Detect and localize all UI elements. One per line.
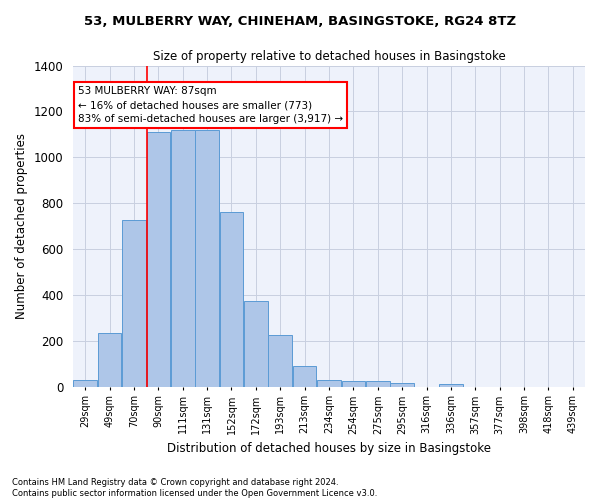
Bar (391, 383, 414, 386)
Bar (98, 332, 121, 386)
Bar (171, 130, 194, 386)
Bar (244, 300, 268, 386)
Text: 53 MULBERRY WAY: 87sqm
← 16% of detached houses are smaller (773)
83% of semi-de: 53 MULBERRY WAY: 87sqm ← 16% of detached… (78, 86, 343, 124)
Bar (439, 384, 463, 386)
Bar (195, 130, 219, 386)
Bar (73, 380, 97, 386)
X-axis label: Distribution of detached houses by size in Basingstoke: Distribution of detached houses by size … (167, 442, 491, 455)
Bar (220, 212, 244, 386)
Bar (268, 335, 292, 386)
Y-axis label: Number of detached properties: Number of detached properties (15, 133, 28, 319)
Bar (122, 220, 146, 386)
Bar (341, 381, 365, 386)
Text: 53, MULBERRY WAY, CHINEHAM, BASINGSTOKE, RG24 8TZ: 53, MULBERRY WAY, CHINEHAM, BASINGSTOKE,… (84, 15, 516, 28)
Bar (317, 380, 341, 386)
Bar (146, 132, 170, 386)
Text: Contains HM Land Registry data © Crown copyright and database right 2024.
Contai: Contains HM Land Registry data © Crown c… (12, 478, 377, 498)
Bar (366, 381, 389, 386)
Title: Size of property relative to detached houses in Basingstoke: Size of property relative to detached ho… (152, 50, 505, 63)
Bar (293, 366, 316, 386)
